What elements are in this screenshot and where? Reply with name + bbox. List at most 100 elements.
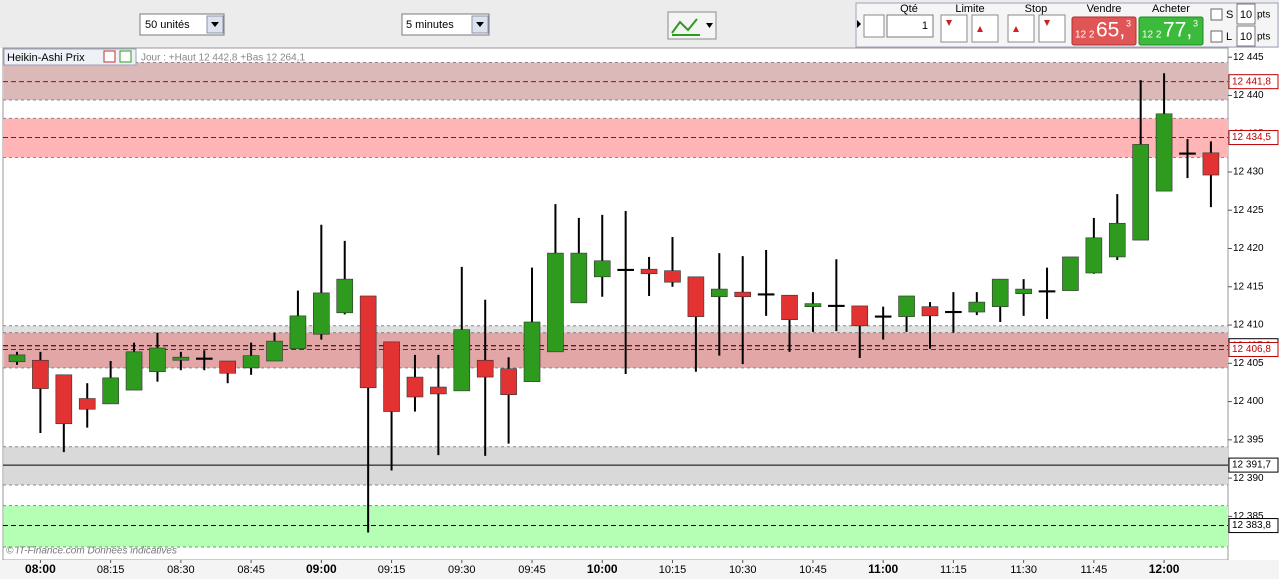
s-label: S: [1226, 9, 1233, 21]
candle-body: [547, 252, 564, 353]
candle-body: [968, 301, 986, 313]
candle-body: [945, 310, 962, 314]
candle-body: [172, 356, 190, 361]
x-tick-label: 10:15: [659, 564, 687, 576]
candle-body: [78, 398, 96, 410]
zone: [4, 446, 1228, 485]
dropdown-arrow: [706, 23, 713, 28]
zone: [4, 325, 1228, 333]
s-checkbox[interactable]: [1210, 8, 1223, 21]
candle-body: [804, 303, 822, 307]
qty-value: 1: [922, 20, 928, 32]
candle-body: [102, 377, 119, 405]
sell-button[interactable]: [1071, 16, 1137, 46]
candle-body: [242, 355, 260, 369]
close-icon[interactable]: [103, 50, 116, 63]
candle-body: [687, 276, 705, 317]
candle-body: [991, 278, 1009, 307]
x-tick-label: 09:00: [306, 562, 337, 576]
qty-label: Qté: [900, 3, 918, 15]
limit-sell-button[interactable]: [971, 14, 999, 43]
candle-body: [757, 293, 775, 296]
candle-body: [430, 386, 447, 395]
candle-body: [1132, 144, 1149, 241]
candle-body: [1062, 256, 1079, 291]
level-label: 12 383,8: [1232, 520, 1271, 531]
stop-label: Stop: [1025, 3, 1048, 15]
y-tick-label: 12 420: [1233, 243, 1264, 254]
x-tick-label: 09:30: [448, 564, 476, 576]
zone: [4, 332, 1228, 368]
settings-button[interactable]: [863, 14, 885, 38]
candle-body: [734, 291, 752, 298]
y-tick-label: 12 425: [1233, 205, 1264, 216]
buy-label: Acheter: [1152, 3, 1190, 15]
x-tick-label: 08:30: [167, 564, 195, 576]
candle-body: [476, 359, 494, 378]
buy-price-suffix: 3: [1193, 18, 1198, 28]
chart-subtitle: Jour : +Haut 12 442,8 +Bas 12 264,1: [141, 53, 305, 64]
interval-select[interactable]: [401, 13, 490, 36]
l-checkbox[interactable]: [1210, 30, 1223, 43]
x-tick-label: 11:15: [940, 564, 967, 576]
chart-icon: [671, 18, 700, 36]
y-tick-label: 12 440: [1233, 90, 1264, 101]
candle-body: [664, 270, 681, 283]
y-tick-label: 12 390: [1233, 473, 1264, 484]
x-tick-label: 09:45: [518, 564, 546, 576]
level-label: 12 406,8: [1232, 344, 1271, 355]
level-tag: [1228, 518, 1279, 534]
candle-body: [828, 304, 845, 307]
x-tick-label: 12:00: [1149, 562, 1180, 576]
candle-body: [359, 295, 377, 389]
candle-body: [640, 268, 658, 275]
candle-body: [851, 305, 869, 327]
level-tag: [1228, 130, 1279, 146]
units-select[interactable]: [139, 13, 225, 36]
candle-body: [781, 294, 798, 320]
time-axis: [0, 560, 1279, 579]
l-input[interactable]: [1236, 25, 1256, 47]
candle-body: [1108, 222, 1126, 258]
qty-input[interactable]: [886, 14, 934, 38]
candle-body: [1202, 152, 1220, 176]
level-label: 12 441,8: [1232, 76, 1271, 87]
dropdown-arrow: [476, 22, 484, 27]
move-icon[interactable]: [119, 50, 132, 63]
footer: © IT-Finance.com Données indicatives: [6, 546, 177, 557]
candle-body: [313, 292, 330, 335]
stop-sell-button[interactable]: [1038, 14, 1066, 43]
candle-body: [1179, 152, 1196, 155]
buy-button[interactable]: [1138, 16, 1204, 46]
indicator-tag: [3, 48, 137, 66]
l-value: 10: [1240, 31, 1252, 43]
x-tick-label: 09:15: [378, 564, 406, 576]
level-label: 12 391,7: [1232, 460, 1271, 471]
s-input[interactable]: [1236, 3, 1256, 25]
x-tick-label: 11:00: [868, 562, 898, 576]
candle-body: [55, 374, 73, 425]
candle-body: [874, 315, 892, 318]
sell-price-main: 65,: [1096, 19, 1125, 42]
y-tick-label: 12 400: [1233, 396, 1264, 407]
stop-buy-button[interactable]: [1007, 14, 1035, 43]
limit-buy-button[interactable]: [940, 14, 968, 43]
sell-price-suffix: 3: [1126, 18, 1131, 28]
level-label: 12 434,5: [1232, 132, 1271, 143]
candle-body: [289, 315, 307, 350]
l-label: L: [1226, 31, 1232, 43]
candle-body: [570, 252, 588, 304]
interval-value: 5 minutes: [406, 19, 454, 31]
candle-body: [406, 376, 424, 398]
x-tick-label: 08:15: [97, 564, 125, 576]
y-tick-label: 12 385: [1233, 511, 1264, 522]
y-tick-label: 12 395: [1233, 434, 1264, 445]
candle-body: [336, 278, 354, 314]
candle-body: [523, 321, 541, 382]
sell-price-prefix: 12 2: [1075, 30, 1095, 41]
candle-body: [195, 357, 213, 360]
sell-label: Vendre: [1087, 3, 1122, 15]
x-tick-label: 11:45: [1081, 564, 1108, 576]
candle-body: [593, 260, 611, 278]
level-tag: [1228, 74, 1279, 90]
